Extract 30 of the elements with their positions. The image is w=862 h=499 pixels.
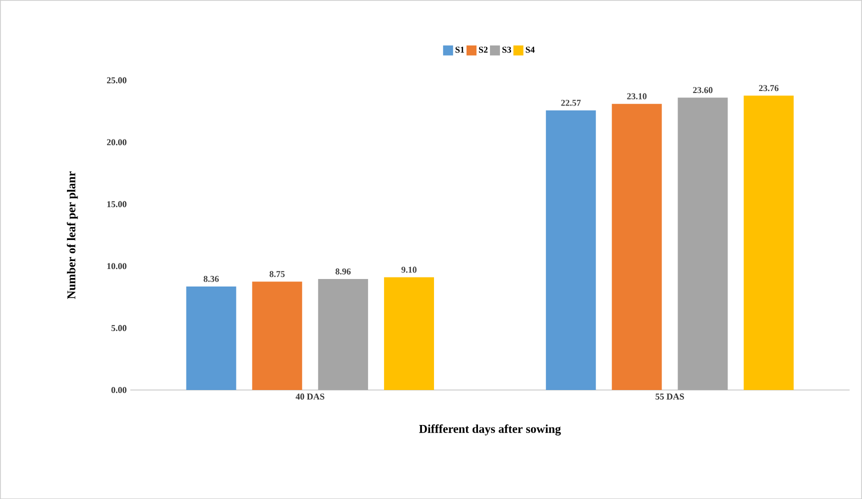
bar (252, 281, 302, 390)
y-tick-label: 10.00 (107, 262, 126, 270)
bar (612, 104, 662, 390)
legend-label: S2 (478, 46, 488, 53)
data-label: 23.76 (759, 84, 779, 91)
x-tick-label: 55 DAS (656, 393, 684, 400)
data-label: 8.75 (270, 270, 285, 277)
data-label: 22.57 (561, 100, 581, 106)
data-label: 8.96 (336, 268, 351, 274)
y-tick-label: 5.00 (111, 324, 126, 331)
bar (318, 278, 368, 390)
y-axis-title: Number of leaf per planr (66, 171, 78, 299)
data-label: 8.36 (204, 276, 219, 282)
data-label: 9.10 (401, 266, 417, 273)
data-label: 23.60 (693, 86, 712, 93)
y-tick-label: 15.00 (107, 200, 126, 208)
data-label: 23.10 (627, 93, 647, 100)
y-tick-label: 20.00 (106, 139, 126, 146)
y-tick-label: 0.00 (111, 386, 126, 393)
legend-label: S4 (526, 46, 535, 53)
bar (744, 96, 794, 390)
y-tick-label: 25.00 (106, 77, 126, 84)
bar (546, 110, 596, 390)
bar (186, 286, 236, 390)
legend-label: S1 (456, 46, 464, 53)
x-axis-title: Diffferent days after sowing (419, 424, 561, 436)
bar (384, 277, 434, 390)
bar (678, 98, 728, 390)
legend-label: S3 (502, 46, 512, 53)
x-tick-label: 40 DAS (296, 393, 324, 400)
